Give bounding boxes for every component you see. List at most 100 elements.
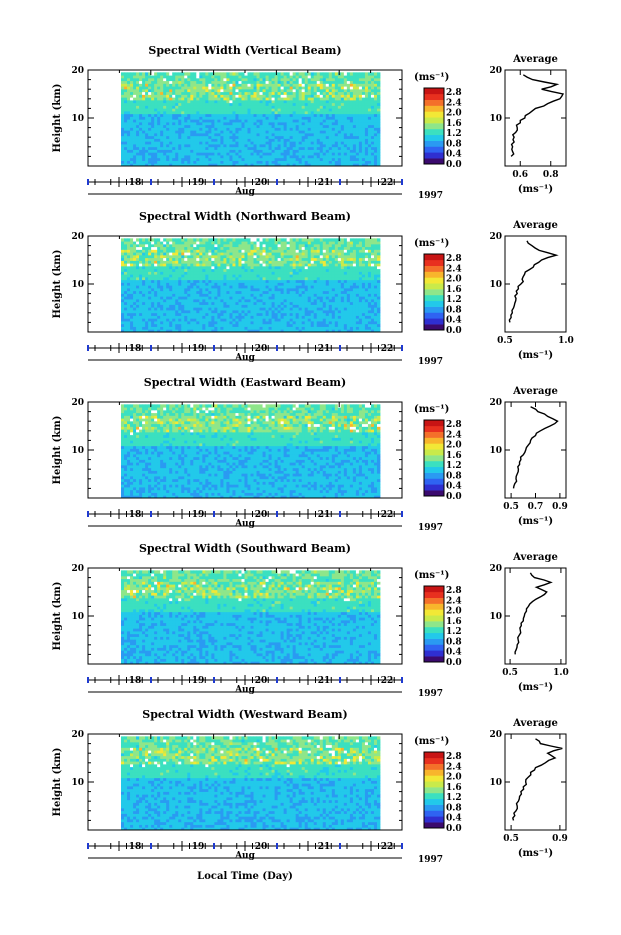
heatmap-cell [254,296,257,299]
heatmap-cell [275,307,278,310]
heatmap-cell [220,94,223,97]
heatmap-cell [362,103,365,106]
heatmap-cell [220,111,223,114]
heatmap-cell [347,130,350,133]
heatmap-cell [160,92,163,95]
heatmap-cell [130,100,133,103]
heatmap-cell [305,86,308,89]
heatmap-cell [187,324,190,327]
heatmap-cell [251,100,254,103]
heatmap-cell [139,313,142,316]
heatmap-cell [338,318,341,321]
heatmap-cell [290,315,293,318]
heatmap-cell [184,302,187,305]
heatmap-cell [287,125,290,128]
heatmap-cell [241,141,244,144]
heatmap-cell [229,136,232,139]
heatmap-cell [223,318,226,321]
heatmap-cell [365,155,368,158]
heatmap-cell [124,136,127,139]
heatmap-cell [175,89,178,92]
heatmap-cell [365,307,368,310]
heatmap-cell [251,94,254,97]
heatmap-cell [296,313,299,316]
heatmap-cell [299,111,302,114]
heatmap-cell [244,293,247,296]
heatmap-cell [226,318,229,321]
heatmap-cell [317,277,320,280]
heatmap-cell [278,291,281,294]
heatmap-cell [145,122,148,125]
heatmap-cell [347,307,350,310]
heatmap-cell [127,138,130,141]
heatmap-cell [151,144,154,147]
heatmap-cell [169,72,172,75]
heatmap-cell [332,277,335,280]
heatmap-cell [136,321,139,324]
heatmap-cell [241,78,244,81]
heatmap-cell [278,103,281,106]
heatmap-cell [329,136,332,139]
heatmap-cell [151,72,154,75]
heatmap-cell [238,288,241,291]
heatmap-cell [350,149,353,152]
heatmap-cell [251,307,254,310]
heatmap-cell [314,94,317,97]
heatmap-cell [154,149,157,152]
heatmap-cell [136,288,139,291]
heatmap-cell [257,288,260,291]
heatmap-cell [163,72,166,75]
heatmap-cell [257,136,260,139]
heatmap-cell [275,160,278,163]
heatmap-cell [374,72,377,75]
heatmap-cell [296,119,299,122]
heatmap-cell [163,324,166,327]
heatmap-cell [371,92,374,95]
heatmap-cell [163,307,166,310]
heatmap-cell [332,97,335,100]
heatmap-cell [293,299,296,302]
heatmap-cell [371,324,374,327]
heatmap-cell [151,304,154,307]
heatmap-cell [308,78,311,81]
heatmap-cell [359,138,362,141]
time-tick-label: 22 [381,178,394,188]
heatmap-cell [368,86,371,89]
heatmap-cell [196,127,199,130]
heatmap-cell [278,127,281,130]
heatmap-cell [296,326,299,329]
heatmap-cell [362,125,365,128]
heatmap-cell [269,302,272,305]
heatmap-cell [374,282,377,285]
heatmap-cell [368,94,371,97]
heatmap-cell [229,94,232,97]
heatmap-cell [232,302,235,305]
heatmap-cell [323,86,326,89]
heatmap-cell [338,94,341,97]
heatmap-cell [341,282,344,285]
y-axis-title: Height (km) [52,250,63,319]
heatmap-cell [208,321,211,324]
colorbar-segment [424,100,444,106]
heatmap-cell [175,127,178,130]
heatmap-cell [335,277,338,280]
heatmap-cell [377,72,380,75]
heatmap-cell [232,282,235,285]
heatmap-cell [320,299,323,302]
heatmap-cell [223,152,226,155]
heatmap-cell [199,94,202,97]
heatmap-cell [238,310,241,313]
heatmap-cell [260,291,263,294]
panel-1: Spectral Width (Northward Beam)Height (k… [52,210,574,367]
heatmap-cell [374,114,377,117]
heatmap-cell [371,277,374,280]
heatmap-cell [163,296,166,299]
heatmap-cell [293,89,296,92]
heatmap-cell [326,108,329,111]
heatmap-cell [220,127,223,130]
heatmap-cell [284,160,287,163]
heatmap-cell [202,321,205,324]
heatmap-cell [320,133,323,136]
heatmap-cell [199,127,202,130]
